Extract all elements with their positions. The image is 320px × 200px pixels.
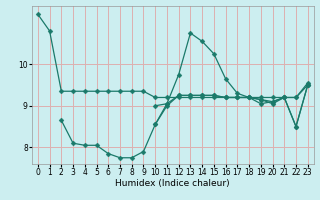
X-axis label: Humidex (Indice chaleur): Humidex (Indice chaleur) bbox=[116, 179, 230, 188]
